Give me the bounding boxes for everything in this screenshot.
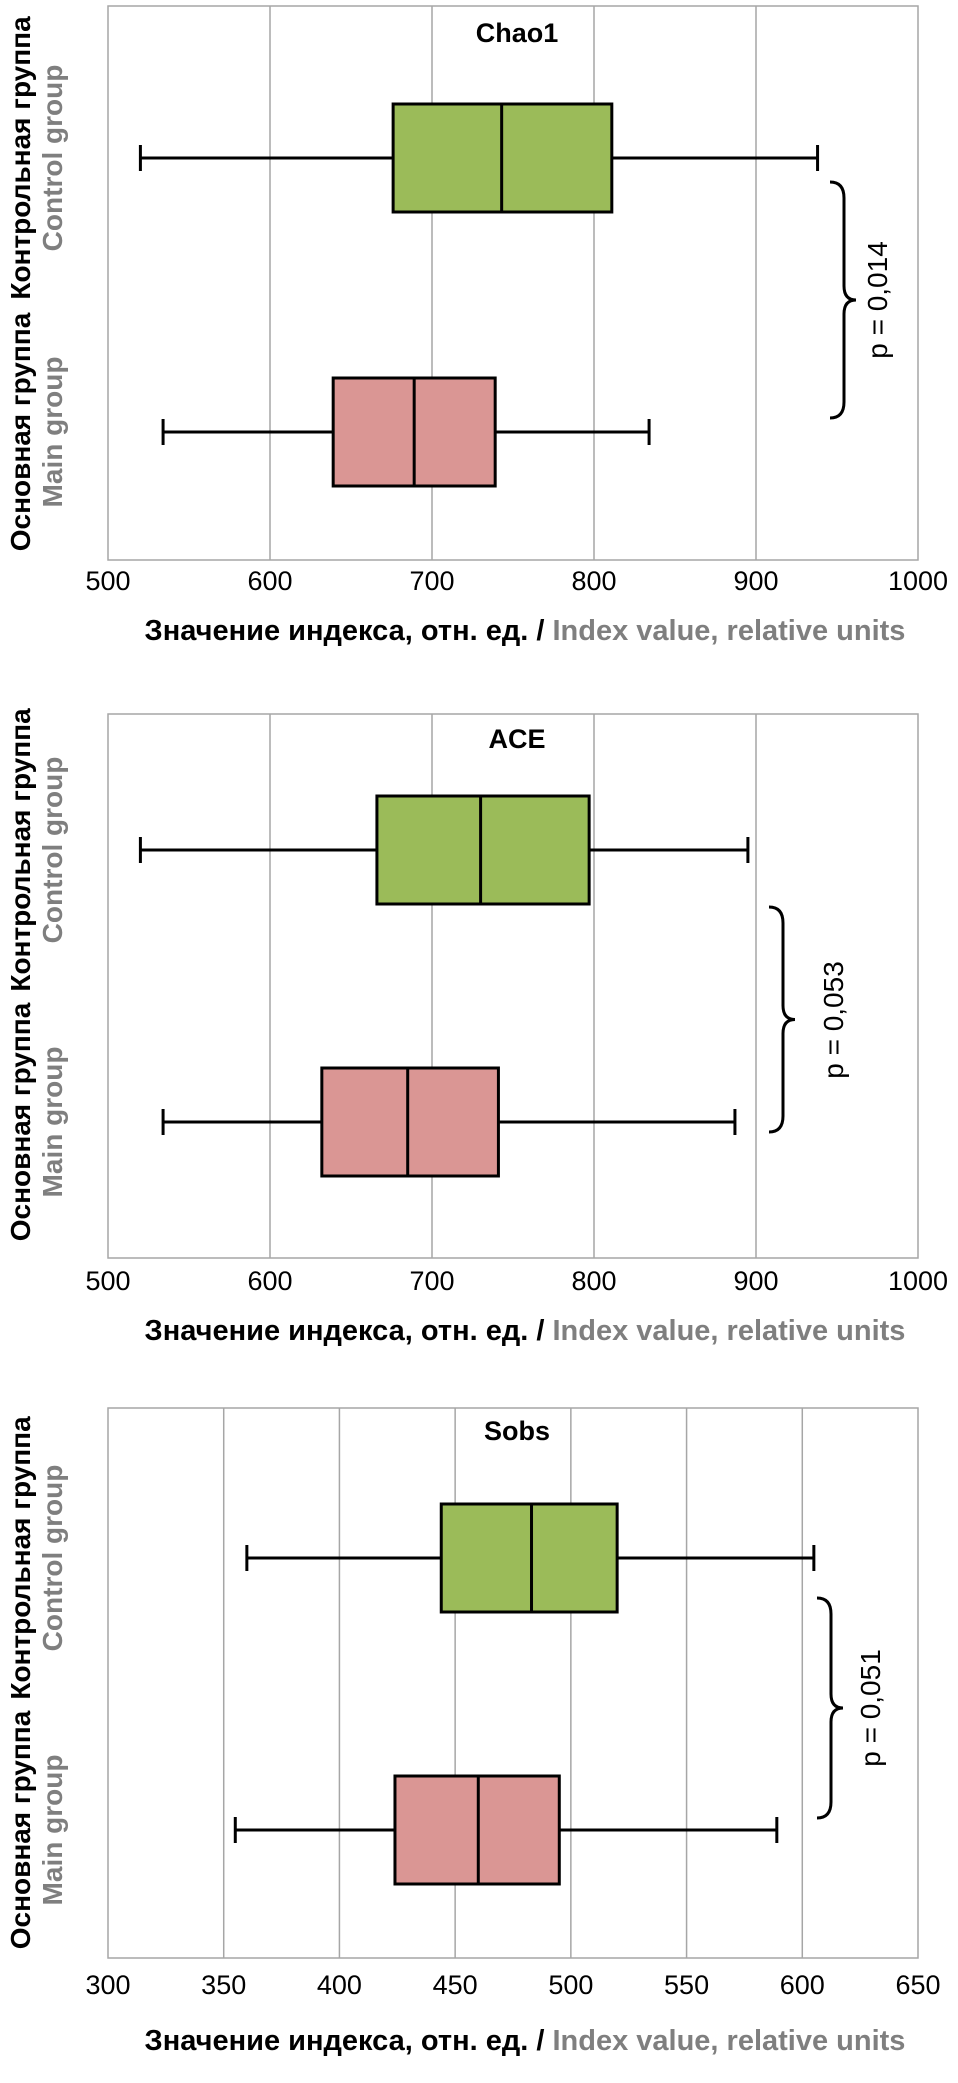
x-tick-label: 450 (433, 1970, 478, 2000)
chart-panel-chao1: 500 600 700 800 900 1000 Chao1 Контрольная груп… (0, 0, 958, 690)
box-iqr (375, 794, 591, 906)
x-tick-label: 1000 (888, 1266, 948, 1296)
chart-title: ACE (488, 724, 545, 754)
x-axis-label-en: Index value, relative units (552, 615, 905, 647)
category-label-ru: Контрольная группа (5, 16, 36, 300)
category-label-ru: Основная группа (5, 1002, 36, 1241)
box-iqr (439, 1502, 619, 1614)
chart-svg-sobs: 300 350 400 450 500 550 600 650 Sobs Контрольная … (5, 1407, 941, 2057)
x-tick-label: 550 (664, 1970, 709, 2000)
box-main-group (233, 1774, 779, 1886)
x-tick-label: 1000 (888, 566, 948, 596)
chart-title: Sobs (484, 1416, 550, 1446)
category-label-en: Control group (37, 1465, 68, 1652)
category-label-en: Control group (37, 757, 68, 944)
x-tick-label: 600 (247, 566, 292, 596)
box-control-group (138, 794, 750, 906)
x-tick-label: 500 (85, 566, 130, 596)
box-control-group (138, 102, 820, 214)
chart-svg-chao1: 500 600 700 800 900 1000 Chao1 Контрольная груп… (5, 5, 948, 647)
x-tick-label: 300 (85, 1970, 130, 2000)
x-tick-label: 600 (247, 1266, 292, 1296)
significance-brace (816, 1596, 844, 1820)
category-label-en: Main group (37, 1755, 68, 1906)
x-axis-label: Значение индекса, отн. ед. / Index value… (145, 2025, 906, 2057)
x-tick-label: 500 (548, 1970, 593, 2000)
box-main-group (161, 376, 651, 488)
x-axis-label-ru: Значение индекса, отн. ед. / (145, 1315, 553, 1347)
p-value-label: p = 0,014 (862, 241, 893, 359)
x-tick-label: 600 (780, 1970, 825, 2000)
significance-brace (768, 905, 796, 1134)
x-tick-label: 900 (733, 1266, 778, 1296)
x-tick-label: 350 (201, 1970, 246, 2000)
x-axis-label-ru: Значение индекса, отн. ед. / (145, 615, 553, 647)
x-axis-label: Значение индекса, отн. ед. / Index value… (145, 1315, 906, 1347)
x-tick-label: 700 (409, 1266, 454, 1296)
chart-panel-sobs: 300 350 400 450 500 550 600 650 Sobs Контрольная … (0, 1370, 958, 2078)
x-tick-label: 650 (895, 1970, 940, 2000)
box-iqr (320, 1066, 500, 1178)
p-value-label: p = 0,053 (818, 961, 849, 1079)
x-tick-label: 700 (409, 566, 454, 596)
p-value-label: p = 0,051 (855, 1649, 886, 1767)
significance-brace (829, 180, 857, 420)
category-label-ru: Основная группа (5, 312, 36, 551)
x-tick-label: 500 (85, 1266, 130, 1296)
x-tick-label: 900 (733, 566, 778, 596)
x-axis-label-ru: Значение индекса, отн. ед. / (145, 2025, 553, 2057)
box-control-group (245, 1502, 816, 1614)
x-axis-label-en: Index value, relative units (552, 2025, 905, 2057)
category-label-en: Main group (37, 1047, 68, 1198)
x-axis-label: Значение индекса, отн. ед. / Index value… (145, 615, 906, 647)
box-main-group (161, 1066, 737, 1178)
x-tick-label: 800 (571, 566, 616, 596)
category-label-en: Main group (37, 357, 68, 508)
chart-svg-ace: 500 600 700 800 900 1000 ACE Контрольная группа… (5, 708, 948, 1347)
x-axis-label-en: Index value, relative units (552, 1315, 905, 1347)
category-label-ru: Основная группа (5, 1710, 36, 1949)
chart-panel-ace: 500 600 700 800 900 1000 ACE Контрольная группа… (0, 690, 958, 1370)
category-label-en: Control group (37, 65, 68, 252)
x-tick-label: 400 (317, 1970, 362, 2000)
x-tick-label: 800 (571, 1266, 616, 1296)
category-label-ru: Контрольная группа (5, 1416, 36, 1700)
category-label-ru: Контрольная группа (5, 708, 36, 992)
plot-area (107, 5, 919, 561)
chart-title: Chao1 (476, 18, 559, 48)
